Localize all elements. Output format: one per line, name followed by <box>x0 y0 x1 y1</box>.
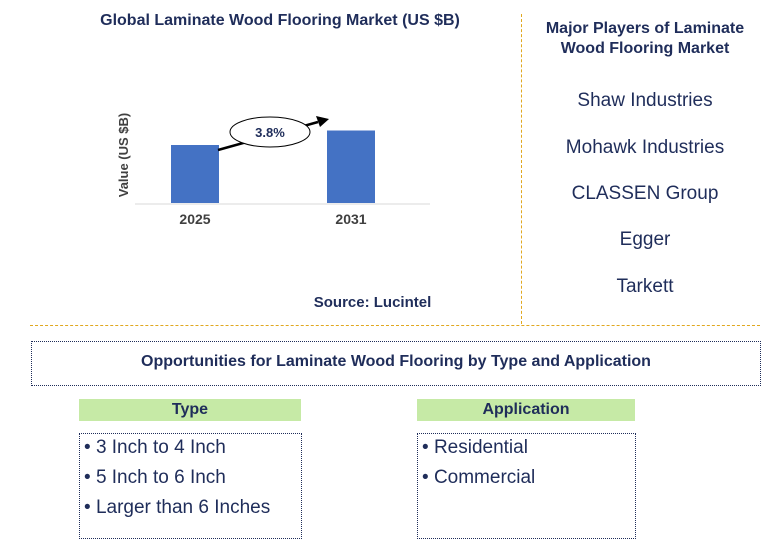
x-tick-label: 2031 <box>335 211 366 227</box>
chart-plot: Value (US $B) 2025 2031 3.8% <box>116 113 430 227</box>
x-tick-label: 2025 <box>179 211 210 227</box>
application-item: • Commercial <box>422 467 536 488</box>
source-label: Source: Lucintel <box>313 294 432 311</box>
player-item: Shaw Industries <box>577 90 713 111</box>
cagr-bubble <box>229 116 311 148</box>
type-item: • 3 Inch to 4 Inch <box>84 437 226 458</box>
type-item: • Larger than 6 Inches <box>84 497 271 518</box>
type-header: Type <box>79 399 301 421</box>
type-list-box <box>79 433 302 539</box>
application-item: • Residential <box>422 437 528 458</box>
application-header: Application <box>417 399 635 421</box>
player-item: Mohawk Industries <box>565 137 725 158</box>
players-title: Major Players of Laminate Wood Flooring … <box>545 20 745 57</box>
player-item: Tarkett <box>616 276 674 297</box>
player-item: CLASSEN Group <box>571 183 719 204</box>
cagr-label: 3.8% <box>255 125 285 140</box>
opportunities-banner <box>31 341 761 386</box>
application-list-box <box>417 433 636 539</box>
horizontal-divider <box>30 325 760 326</box>
type-item: • 5 Inch to 6 Inch <box>84 467 226 488</box>
growth-arrow-head <box>316 116 329 127</box>
vertical-divider <box>521 14 522 324</box>
bar-2025 <box>171 145 219 203</box>
y-axis-label: Value (US $B) <box>116 113 131 198</box>
opportunities-title: Opportunities for Laminate Wood Flooring… <box>141 353 651 370</box>
bar-2031 <box>327 130 375 203</box>
player-item: Egger <box>619 229 671 250</box>
chart-title: Global Laminate Wood Flooring Market (US… <box>100 12 460 29</box>
